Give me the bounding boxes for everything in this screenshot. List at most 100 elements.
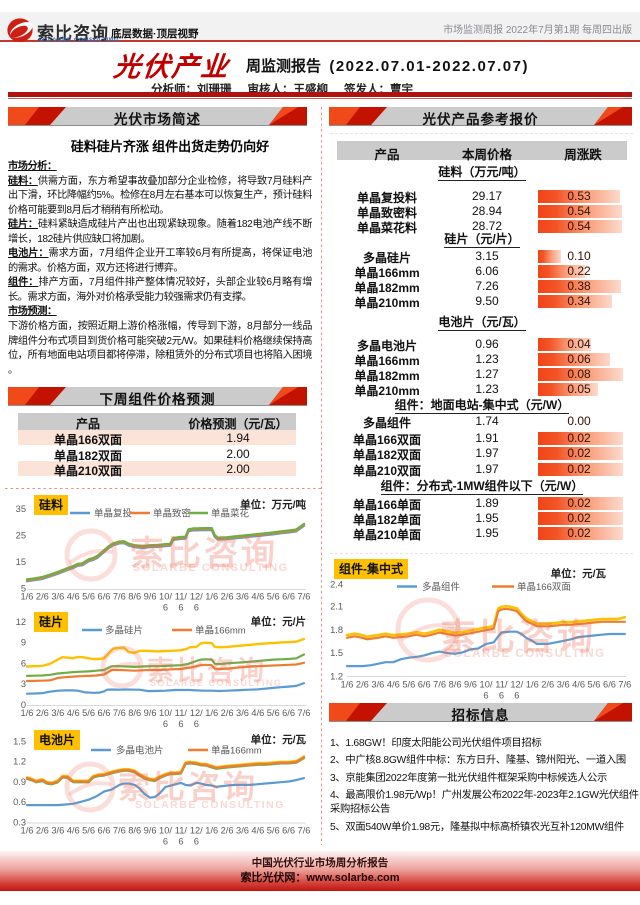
svg-text:10/: 10/ — [159, 592, 172, 602]
svg-text:3: 3 — [21, 679, 26, 689]
svg-text:6/6: 6/6 — [98, 826, 111, 836]
svg-text:4/6: 4/6 — [572, 680, 585, 690]
svg-text:3/6: 3/6 — [51, 826, 64, 836]
svg-text:0.3: 0.3 — [13, 817, 26, 827]
svg-text:6: 6 — [163, 603, 168, 613]
svg-text:单晶166双面: 单晶166双面 — [517, 581, 571, 593]
svg-text:7/6: 7/6 — [618, 680, 631, 690]
svg-text:3/6: 3/6 — [51, 592, 64, 602]
svg-text:7/6: 7/6 — [433, 680, 446, 690]
svg-text:5: 5 — [21, 584, 26, 594]
svg-text:5/6: 5/6 — [402, 680, 415, 690]
svg-text:单晶166mm: 单晶166mm — [195, 625, 246, 637]
svg-text:5/6: 5/6 — [267, 708, 280, 718]
svg-text:2.1: 2.1 — [330, 602, 343, 612]
svg-text:9/6: 9/6 — [144, 826, 157, 836]
svg-text:1/6: 1/6 — [205, 708, 218, 718]
svg-text:5/6: 5/6 — [82, 592, 95, 602]
svg-text:0.6: 0.6 — [13, 797, 26, 807]
svg-text:10/: 10/ — [159, 826, 172, 836]
svg-text:15: 15 — [16, 557, 26, 567]
svg-text:3/6: 3/6 — [236, 826, 249, 836]
svg-text:3/6: 3/6 — [236, 708, 249, 718]
svg-text:35: 35 — [16, 504, 26, 514]
svg-text:单晶166mm: 单晶166mm — [211, 745, 262, 757]
svg-text:5/6: 5/6 — [588, 680, 601, 690]
svg-text:1/6: 1/6 — [21, 708, 34, 718]
svg-text:多晶电池片: 多晶电池片 — [116, 745, 164, 757]
svg-text:1.2: 1.2 — [13, 757, 26, 767]
svg-text:6: 6 — [194, 719, 199, 729]
svg-text:9: 9 — [21, 638, 26, 648]
svg-text:1.2: 1.2 — [330, 671, 343, 681]
svg-text:2/6: 2/6 — [36, 826, 49, 836]
svg-text:2/6: 2/6 — [221, 708, 234, 718]
svg-text:6: 6 — [163, 719, 168, 729]
svg-text:0: 0 — [21, 700, 26, 710]
svg-text:8/6: 8/6 — [128, 826, 141, 836]
svg-text:3/6: 3/6 — [557, 680, 570, 690]
svg-text:6: 6 — [163, 837, 168, 847]
svg-text:3/6: 3/6 — [236, 592, 249, 602]
svg-text:单晶复投: 单晶复投 — [94, 508, 133, 520]
svg-text:9/6: 9/6 — [464, 680, 477, 690]
svg-text:12/: 12/ — [190, 826, 203, 836]
svg-text:6: 6 — [194, 603, 199, 613]
svg-text:1/6: 1/6 — [205, 826, 218, 836]
svg-text:9/6: 9/6 — [144, 708, 157, 718]
svg-text:11/: 11/ — [495, 680, 508, 690]
svg-text:2/6: 2/6 — [221, 826, 234, 836]
svg-text:12/: 12/ — [190, 592, 203, 602]
svg-text:单晶菜花: 单晶菜花 — [211, 508, 250, 520]
svg-text:5/6: 5/6 — [267, 826, 280, 836]
svg-text:2/6: 2/6 — [221, 592, 234, 602]
svg-text:3/6: 3/6 — [371, 680, 384, 690]
svg-text:6/6: 6/6 — [282, 592, 295, 602]
svg-text:1.8: 1.8 — [330, 625, 343, 635]
svg-text:2/6: 2/6 — [36, 592, 49, 602]
svg-text:多晶组件: 多晶组件 — [422, 581, 461, 593]
svg-text:6: 6 — [499, 691, 504, 701]
svg-text:8/6: 8/6 — [449, 680, 462, 690]
svg-text:6: 6 — [194, 837, 199, 847]
svg-text:6/6: 6/6 — [98, 592, 111, 602]
svg-text:10/: 10/ — [480, 680, 493, 690]
svg-text:6: 6 — [178, 603, 183, 613]
svg-text:4/6: 4/6 — [251, 826, 264, 836]
svg-text:6: 6 — [514, 691, 519, 701]
svg-text:4/6: 4/6 — [251, 708, 264, 718]
svg-text:5/6: 5/6 — [82, 826, 95, 836]
svg-text:5/6: 5/6 — [267, 592, 280, 602]
svg-text:1.5: 1.5 — [13, 736, 26, 746]
svg-text:多晶硅片: 多晶硅片 — [105, 625, 143, 637]
svg-text:1/6: 1/6 — [205, 592, 218, 602]
svg-text:1/6: 1/6 — [21, 826, 34, 836]
svg-text:6: 6 — [21, 658, 26, 668]
svg-text:2/6: 2/6 — [356, 680, 369, 690]
svg-text:2/6: 2/6 — [36, 708, 49, 718]
svg-text:2/6: 2/6 — [541, 680, 554, 690]
svg-text:4/6: 4/6 — [67, 592, 80, 602]
svg-text:1/6: 1/6 — [526, 680, 539, 690]
svg-text:6: 6 — [178, 719, 183, 729]
svg-text:11/: 11/ — [175, 708, 188, 718]
svg-text:5/6: 5/6 — [82, 708, 95, 718]
svg-text:6/6: 6/6 — [603, 680, 616, 690]
svg-text:6/6: 6/6 — [98, 708, 111, 718]
svg-text:7/6: 7/6 — [298, 592, 311, 602]
svg-text:7/6: 7/6 — [298, 826, 311, 836]
svg-text:6/6: 6/6 — [418, 680, 431, 690]
svg-text:7/6: 7/6 — [298, 708, 311, 718]
svg-text:10/: 10/ — [159, 708, 172, 718]
svg-text:8/6: 8/6 — [128, 592, 141, 602]
svg-text:1.5: 1.5 — [330, 648, 343, 658]
svg-text:6: 6 — [178, 837, 183, 847]
svg-text:1/6: 1/6 — [341, 680, 354, 690]
svg-text:4/6: 4/6 — [251, 592, 264, 602]
svg-text:9/6: 9/6 — [144, 592, 157, 602]
svg-text:4/6: 4/6 — [67, 708, 80, 718]
svg-text:1/6: 1/6 — [21, 592, 34, 602]
svg-text:4/6: 4/6 — [387, 680, 400, 690]
svg-text:11/: 11/ — [175, 592, 188, 602]
svg-text:单晶致密: 单晶致密 — [153, 508, 192, 520]
